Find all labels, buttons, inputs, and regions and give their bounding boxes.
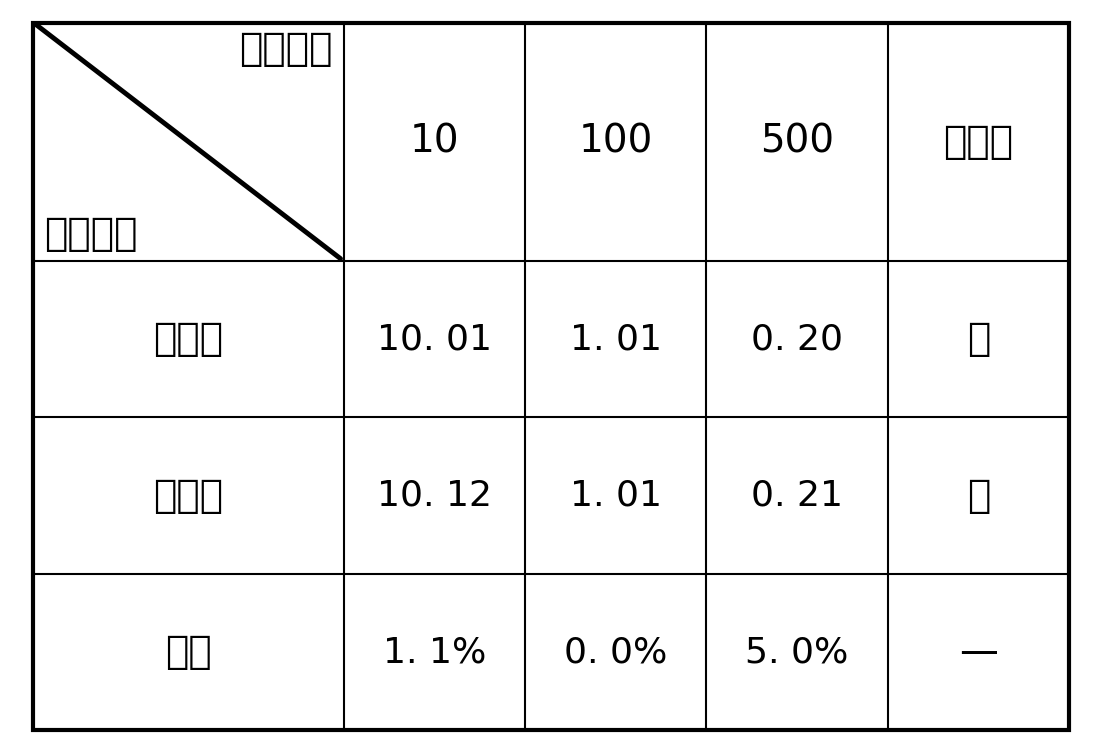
Text: —: — <box>959 633 997 671</box>
Text: 1. 1%: 1. 1% <box>382 636 486 669</box>
Text: 人血清: 人血清 <box>153 320 224 358</box>
Text: 好: 好 <box>966 320 990 358</box>
Text: 10. 12: 10. 12 <box>377 479 491 513</box>
Text: 稀释倍数: 稀释倍数 <box>239 30 333 68</box>
Text: 0. 20: 0. 20 <box>752 322 843 356</box>
Text: 0. 0%: 0. 0% <box>564 636 668 669</box>
Text: 10: 10 <box>410 123 460 160</box>
Text: 500: 500 <box>760 123 834 160</box>
Text: 0. 21: 0. 21 <box>752 479 843 513</box>
Text: 5. 0%: 5. 0% <box>745 636 849 669</box>
Text: 稀释液: 稀释液 <box>153 477 224 514</box>
Text: 100: 100 <box>579 123 652 160</box>
Text: 1. 01: 1. 01 <box>570 479 661 513</box>
Text: 偏差: 偏差 <box>165 633 212 671</box>
Text: 稀释基质: 稀释基质 <box>44 215 138 253</box>
Text: 1. 01: 1. 01 <box>570 322 661 356</box>
Text: 稳定性: 稳定性 <box>943 123 1014 160</box>
Text: 好: 好 <box>966 477 990 514</box>
Text: 10. 01: 10. 01 <box>377 322 491 356</box>
